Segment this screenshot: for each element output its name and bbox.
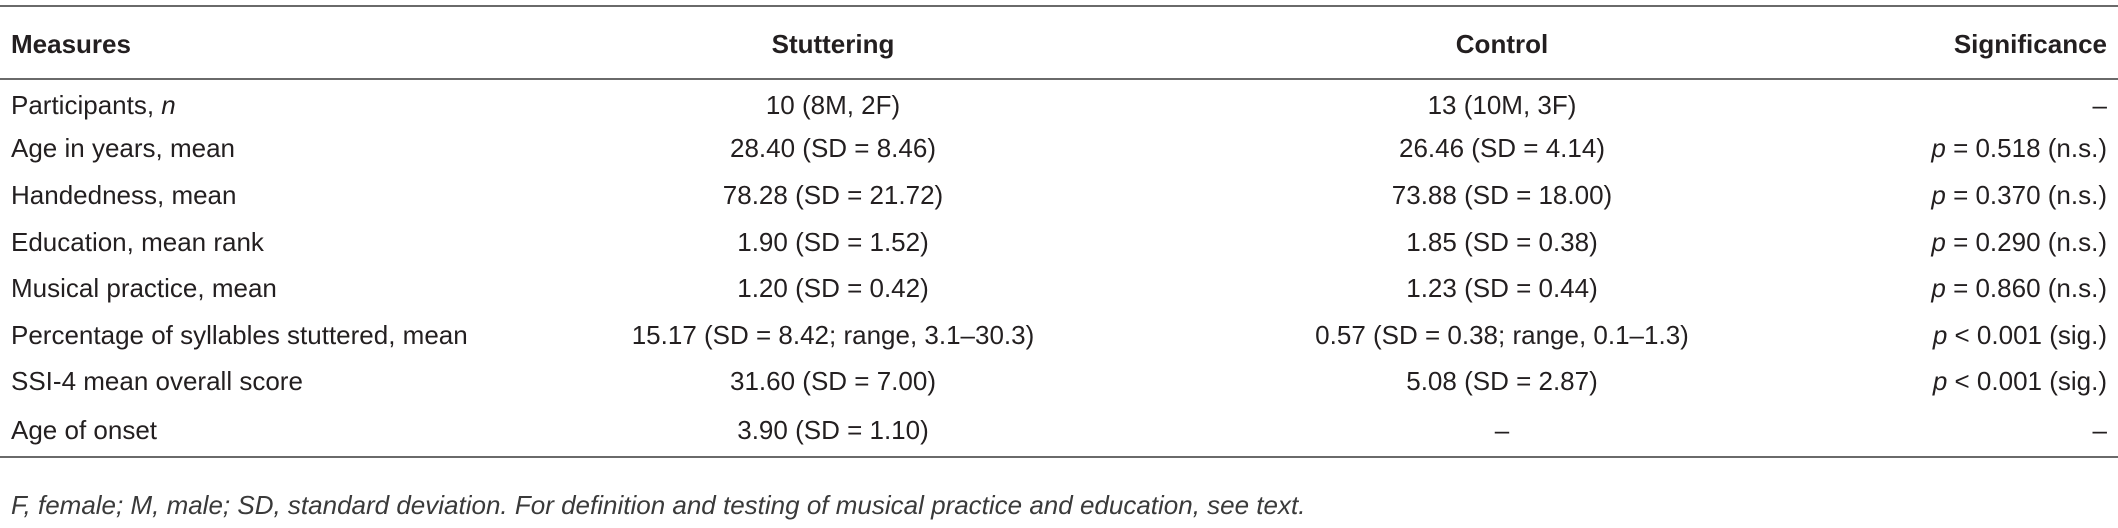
- cell-text: n: [161, 90, 176, 121]
- table-row: Participants, n 10 (8M, 2F) 13 (10M, 3F) –: [0, 79, 2118, 126]
- table-row: Age of onset 3.90 (SD = 1.10) – –: [0, 405, 2118, 458]
- table-cell: 0.57 (SD = 0.38; range, 0.1–1.3): [1315, 319, 1689, 350]
- table-cell: 13 (10M, 3F): [1427, 90, 1577, 121]
- header-cell: Measures: [11, 29, 131, 59]
- table-cell: –: [1494, 415, 1510, 446]
- data-table: Measures Stuttering Control Significance Pa…: [0, 5, 2118, 458]
- table-cell: Education, mean rank: [11, 226, 264, 257]
- header-cell: Stuttering: [771, 29, 895, 59]
- table-cell: 1.20 (SD = 0.42): [737, 273, 929, 304]
- table-row: Age in years, mean 28.40 (SD = 8.46) 26.46…: [0, 126, 2118, 173]
- table-cell: SSI-4 mean overall score: [11, 366, 303, 397]
- table-cell: 1.90 (SD = 1.52): [737, 226, 929, 257]
- cell-text: Participants,: [11, 90, 162, 121]
- table-row: SSI-4 mean overall score 31.60 (SD = 7.00…: [0, 359, 2118, 406]
- cell-text: = 0.860 (n.s.): [1945, 273, 2107, 304]
- table-cell: Percentage of syllables stuttered, mean: [11, 319, 468, 350]
- cell-text: < 0.001 (sig.): [1947, 366, 2107, 397]
- header-row: Measures Stuttering Control Significance: [0, 6, 2118, 79]
- table-cell: –: [2092, 415, 2107, 446]
- table-cell: Age of onset: [11, 415, 157, 446]
- cell-text: p: [1931, 179, 1946, 210]
- table-cell: Musical practice, mean: [11, 273, 277, 304]
- cell-text: < 0.001 (sig.): [1947, 319, 2107, 350]
- table-cell: 5.08 (SD = 2.87): [1406, 366, 1598, 397]
- table-row: Handedness, mean 78.28 (SD = 21.72) 73.88 …: [0, 172, 2118, 219]
- table-cell: 1.85 (SD = 0.38): [1406, 226, 1598, 257]
- table-cell: p = 0.518 (n.s.): [1898, 126, 2118, 173]
- table-cell: 78.28 (SD = 21.72): [722, 179, 944, 210]
- table-cell: 15.17 (SD = 8.42; range, 3.1–30.3): [631, 319, 1035, 350]
- table-cell: p < 0.001 (sig.): [1898, 359, 2118, 406]
- cell-text: = 0.518 (n.s.): [1945, 133, 2107, 164]
- table-cell: 10 (8M, 2F): [765, 90, 901, 121]
- table-header: Measures Stuttering Control Significance: [0, 6, 2118, 79]
- cell-text: p: [1931, 133, 1946, 164]
- table-cell: 1.23 (SD = 0.44): [1406, 273, 1598, 304]
- table-row: Education, mean rank 1.90 (SD = 1.52) 1.85…: [0, 219, 2118, 266]
- cell-text: = 0.290 (n.s.): [1945, 226, 2107, 257]
- table-cell: Handedness, mean: [11, 179, 237, 210]
- table-cell: p = 0.290 (n.s.): [1898, 219, 2118, 266]
- table-cell: –: [2092, 90, 2107, 121]
- table-body: Participants, n 10 (8M, 2F) 13 (10M, 3F) – A…: [0, 79, 2118, 458]
- table-cell: 3.90 (SD = 1.10): [737, 415, 929, 446]
- table-cell: 28.40 (SD = 8.46): [730, 133, 936, 164]
- cell-text: = 0.370 (n.s.): [1945, 179, 2107, 210]
- cell-text: p: [1931, 273, 1946, 304]
- table-cell: p = 0.860 (n.s.): [1898, 265, 2118, 312]
- cell-text: p: [1932, 319, 1948, 350]
- cell-text: p: [1932, 366, 1948, 397]
- table-cell: 31.60 (SD = 7.00): [730, 366, 936, 397]
- table-cell: p = 0.370 (n.s.): [1898, 172, 2118, 219]
- table-cell: 26.46 (SD = 4.14): [1399, 133, 1605, 164]
- table-row: Percentage of syllables stuttered, mean 1…: [0, 312, 2118, 359]
- table-cell: Participants, n: [0, 79, 560, 126]
- table-cell: p < 0.001 (sig.): [1898, 312, 2118, 359]
- table-row: Musical practice, mean 1.20 (SD = 0.42) 1.…: [0, 265, 2118, 312]
- cell-text: p: [1931, 226, 1946, 257]
- header-cell: Control: [1455, 29, 1549, 59]
- header-cell: Significance: [1953, 29, 2107, 59]
- footnote: F, female; M, male; SD, standard deviati…: [11, 490, 1306, 520]
- table-cell: Age in years, mean: [11, 133, 236, 164]
- table-cell: 73.88 (SD = 18.00): [1391, 179, 1613, 210]
